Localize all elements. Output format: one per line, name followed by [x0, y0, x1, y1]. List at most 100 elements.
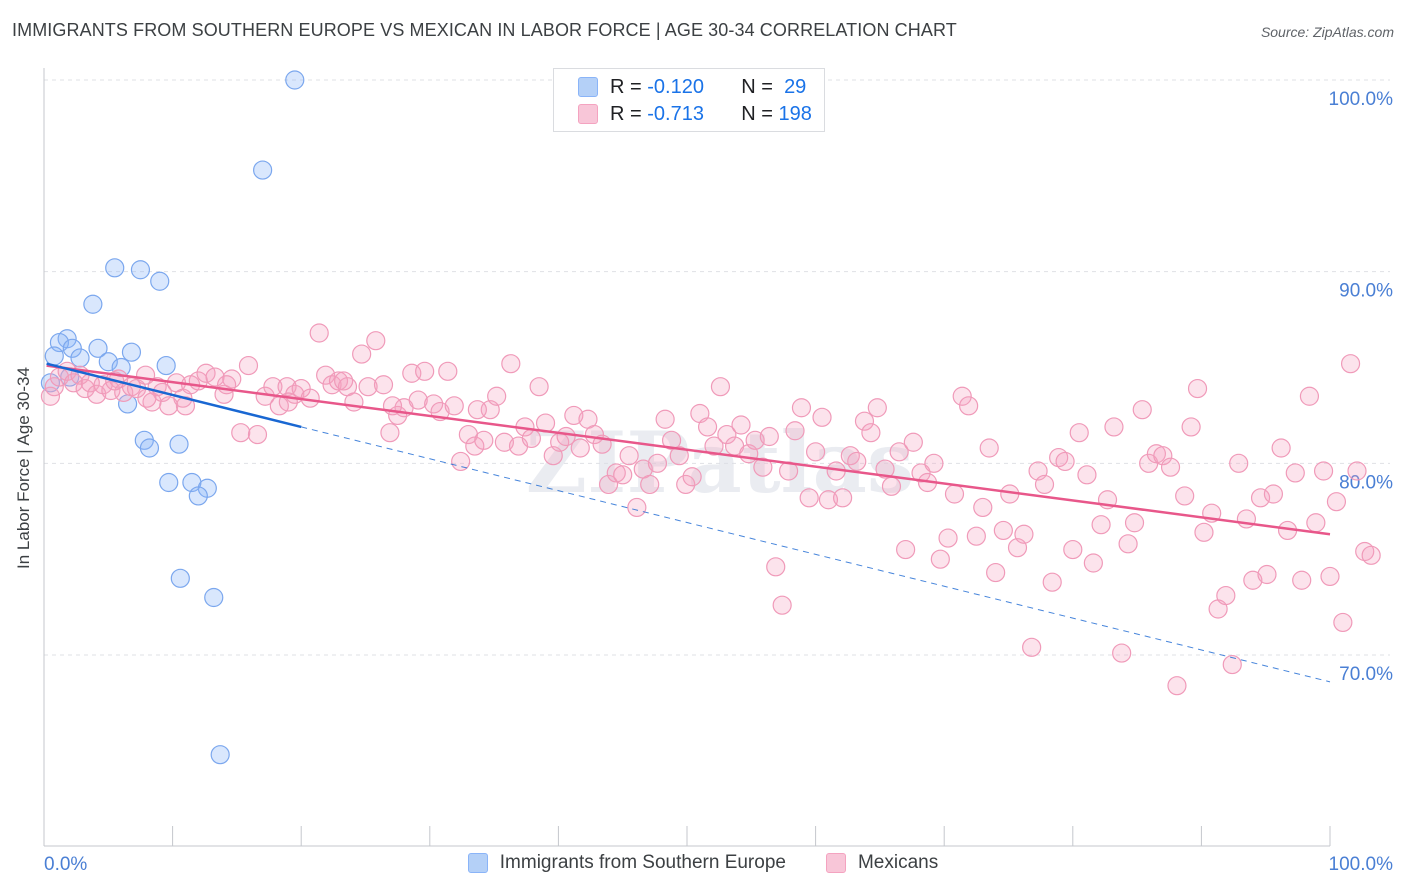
mexicans-point: [1063, 539, 1083, 560]
blue-swatch: [467, 853, 488, 873]
mexicans-point: [1194, 522, 1214, 542]
mexicans-point: [1132, 400, 1152, 420]
mexicans-point: [1118, 534, 1138, 554]
mexicans-point: [1055, 451, 1075, 472]
mexicans-point: [424, 394, 444, 414]
mexicans-point: [334, 371, 354, 391]
mexicans-point: [373, 375, 394, 395]
mexicans-point: [799, 488, 819, 508]
mexicans-point: [277, 377, 297, 397]
mexicans-point: [44, 377, 64, 397]
mexicans-point: [222, 369, 242, 389]
mexicans-point: [619, 446, 639, 466]
mexicans-point: [805, 442, 826, 462]
mexicans-point: [911, 463, 931, 483]
pink-swatch: [825, 853, 846, 873]
legend-row-southern-europe: R = -0.120 N = 29: [578, 74, 806, 100]
mexicans-point: [924, 453, 944, 473]
mexicans-point: [986, 562, 1006, 583]
mexicans-point: [415, 361, 435, 381]
mexicans-point: [63, 373, 84, 393]
mexicans-point: [352, 344, 372, 364]
mexicans-point: [467, 400, 487, 420]
legend-n-value: 198: [778, 102, 812, 125]
mexicans-point: [655, 409, 675, 429]
mexicans-point: [1306, 513, 1326, 533]
mexicans-point: [556, 426, 576, 447]
mexicans-point: [1271, 438, 1291, 458]
pink-swatch: [578, 104, 598, 124]
mexicans-point: [1153, 446, 1173, 466]
series-legend: Immigrants from Southern Europe Mexicans: [0, 852, 1406, 874]
mexicans-point: [1034, 474, 1055, 495]
mexicans-point: [847, 451, 867, 472]
mexicans-point: [366, 331, 386, 351]
legend-row-mexicans: R = -0.713 N = 198: [578, 101, 812, 127]
mexicans-point: [1104, 417, 1124, 437]
mexicans-point: [1347, 461, 1367, 481]
mexicans-point: [1292, 570, 1312, 590]
mexicans-point: [380, 423, 400, 443]
southern-europe-point: [70, 348, 90, 368]
mexicans-point: [501, 354, 521, 374]
mexicans-point: [966, 526, 986, 546]
mexicans-point: [1222, 654, 1242, 675]
mexicans-point: [137, 388, 157, 408]
mexicans-point: [247, 424, 268, 445]
legend-r-value: -0.713: [647, 102, 704, 125]
mexicans-point: [669, 446, 689, 466]
mexicans-point: [1083, 553, 1103, 573]
mexicans-point: [40, 386, 61, 406]
mexicans-point: [205, 367, 225, 387]
mexicans-point: [408, 390, 428, 410]
mexicans-point: [952, 386, 972, 406]
mexicans-point: [613, 465, 633, 485]
mexicans-point: [564, 405, 584, 426]
mexicans-point: [731, 415, 751, 435]
y-tick-label: 70.0%: [1339, 664, 1393, 685]
mexicans-point: [1250, 488, 1271, 508]
mexicans-point: [1333, 612, 1353, 633]
mexicans-point: [438, 361, 458, 381]
mexicans-point: [1181, 417, 1201, 437]
mexicans-point: [1361, 545, 1381, 565]
mexicans-point: [959, 396, 979, 416]
mexicans-point: [944, 484, 965, 504]
mexicans-point: [231, 423, 251, 443]
mexicans-point: [521, 428, 541, 449]
mexicans-point: [973, 497, 993, 518]
x-tick-label: 0.0%: [44, 854, 87, 875]
legend-label: Immigrants from Southern Europe: [499, 852, 786, 873]
mexicans-point: [930, 549, 950, 569]
mexicans-point: [1326, 492, 1347, 512]
mexicans-point: [1022, 637, 1042, 657]
mexicans-point: [753, 457, 773, 477]
mexicans-point: [867, 398, 887, 418]
mexicans-point: [772, 595, 792, 615]
mexicans-point: [903, 432, 923, 452]
mexicans-point: [1077, 465, 1097, 485]
mexicans-point: [1257, 564, 1277, 585]
southern-europe-point: [170, 568, 190, 588]
mexicans-point: [344, 392, 364, 412]
southern-europe-point: [130, 260, 151, 280]
mexicans-point: [309, 323, 329, 343]
mexicans-point: [444, 396, 464, 416]
mexicans-point: [570, 438, 590, 458]
southern-europe-point: [150, 271, 170, 291]
mexicans-point: [1014, 524, 1034, 544]
mexicans-trend-line: [46, 364, 1331, 536]
mexicans-point: [1069, 423, 1089, 443]
mexicans-point: [938, 528, 958, 548]
mexicans-point: [1340, 354, 1361, 374]
southern-europe-point: [285, 70, 305, 90]
mexicans-point: [474, 430, 494, 450]
legend-item-mexicans: Mexicans: [825, 852, 938, 874]
southern-europe-point: [210, 745, 230, 765]
mexicans-point: [494, 432, 514, 452]
mexicans-point: [1124, 513, 1145, 533]
blue-swatch: [578, 77, 598, 97]
mexicans-point: [1112, 643, 1132, 663]
mexicans-point: [1229, 453, 1249, 473]
